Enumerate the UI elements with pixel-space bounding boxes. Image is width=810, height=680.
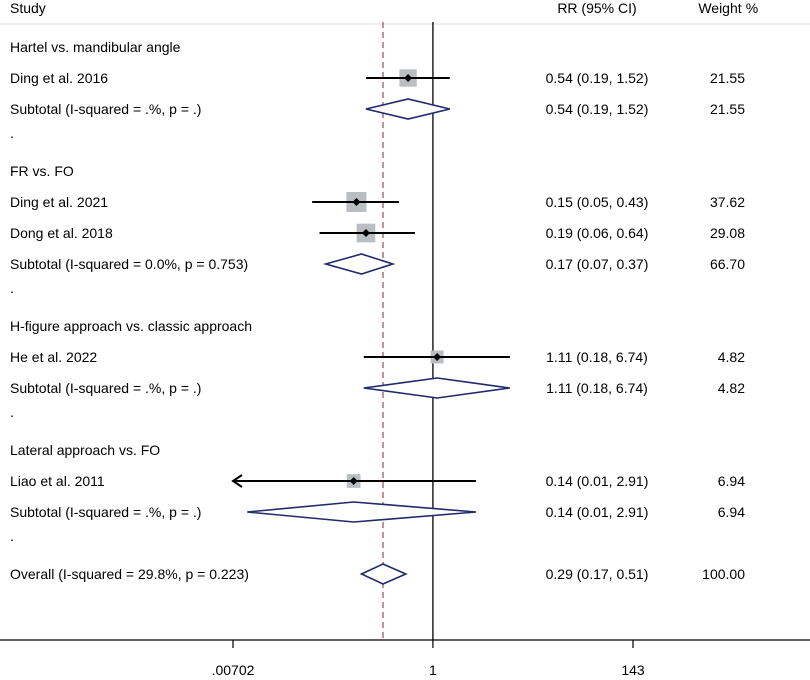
subgroup-title: Lateral approach vs. FO	[10, 442, 160, 458]
weight-value: 6.94	[718, 473, 745, 489]
ci-value: 0.15 (0.05, 0.43)	[546, 194, 649, 210]
header-study: Study	[10, 0, 46, 16]
study-label: He et al. 2022	[10, 349, 97, 365]
header-weight-unit: %	[746, 0, 758, 16]
ci-value: 0.14 (0.01, 2.91)	[546, 473, 649, 489]
row-separator-dot: .	[10, 125, 14, 141]
header-estimate: RR (95% CI)	[557, 0, 636, 16]
ci-value: 0.14 (0.01, 2.91)	[546, 504, 649, 520]
row-separator-dot: .	[10, 528, 14, 544]
row-separator-dot: .	[10, 280, 14, 296]
ci-value: 1.11 (0.18, 6.74)	[546, 349, 648, 365]
weight-value: 4.82	[718, 349, 745, 365]
pooled-diamond	[365, 98, 450, 120]
study-label: Ding et al. 2021	[10, 194, 108, 210]
weight-value: 100.00	[702, 566, 745, 582]
subtotal-label: Subtotal (I-squared = .%, p = .)	[10, 380, 201, 396]
ci-clipped-arrow	[231, 474, 243, 488]
pooled-diamond	[363, 377, 510, 399]
weight-value: 21.55	[710, 101, 745, 117]
study-label: Dong et al. 2018	[10, 225, 113, 241]
point-estimate-marker	[361, 229, 370, 237]
ci-value: 0.17 (0.07, 0.37)	[546, 256, 649, 272]
weight-value: 21.55	[710, 70, 745, 86]
x-axis-tick-label: 143	[621, 662, 645, 678]
subgroup-title: FR vs. FO	[10, 163, 74, 179]
ci-value: 1.11 (0.18, 6.74)	[546, 380, 648, 396]
subtotal-label: Subtotal (I-squared = .%, p = .)	[10, 504, 201, 520]
subgroup-title: H-figure approach vs. classic approach	[10, 318, 252, 334]
ci-value: 0.54 (0.19, 1.52)	[546, 101, 649, 117]
subtotal-label: Subtotal (I-squared = .%, p = .)	[10, 101, 201, 117]
header-weight: Weight	[698, 0, 741, 16]
study-label: Liao et al. 2011	[10, 473, 105, 489]
point-estimate-marker	[352, 198, 361, 206]
overall-label: Overall (I-squared = 29.8%, p = 0.223)	[10, 566, 249, 582]
study-label: Ding et al. 2016	[10, 70, 108, 86]
point-estimate-marker	[433, 353, 442, 361]
ci-value: 0.29 (0.17, 0.51)	[546, 566, 649, 582]
subgroup-title: Hartel vs. mandibular angle	[10, 39, 181, 55]
weight-value: 6.94	[718, 504, 745, 520]
weight-value: 37.62	[710, 194, 745, 210]
pooled-diamond	[322, 253, 396, 275]
ci-value: 0.54 (0.19, 1.52)	[546, 70, 649, 86]
weight-value: 66.70	[710, 256, 745, 272]
point-estimate-marker	[404, 74, 413, 82]
pooled-diamond	[359, 563, 408, 585]
x-axis-tick-label: .00702	[212, 662, 255, 678]
subtotal-label: Subtotal (I-squared = 0.0%, p = 0.753)	[10, 256, 248, 272]
ci-value: 0.19 (0.06, 0.64)	[546, 225, 649, 241]
row-separator-dot: .	[10, 404, 14, 420]
point-estimate-marker	[349, 477, 358, 485]
x-axis-tick-label: 1	[429, 662, 437, 678]
pooled-diamond	[247, 501, 477, 523]
weight-value: 4.82	[718, 380, 745, 396]
weight-value: 29.08	[710, 225, 745, 241]
